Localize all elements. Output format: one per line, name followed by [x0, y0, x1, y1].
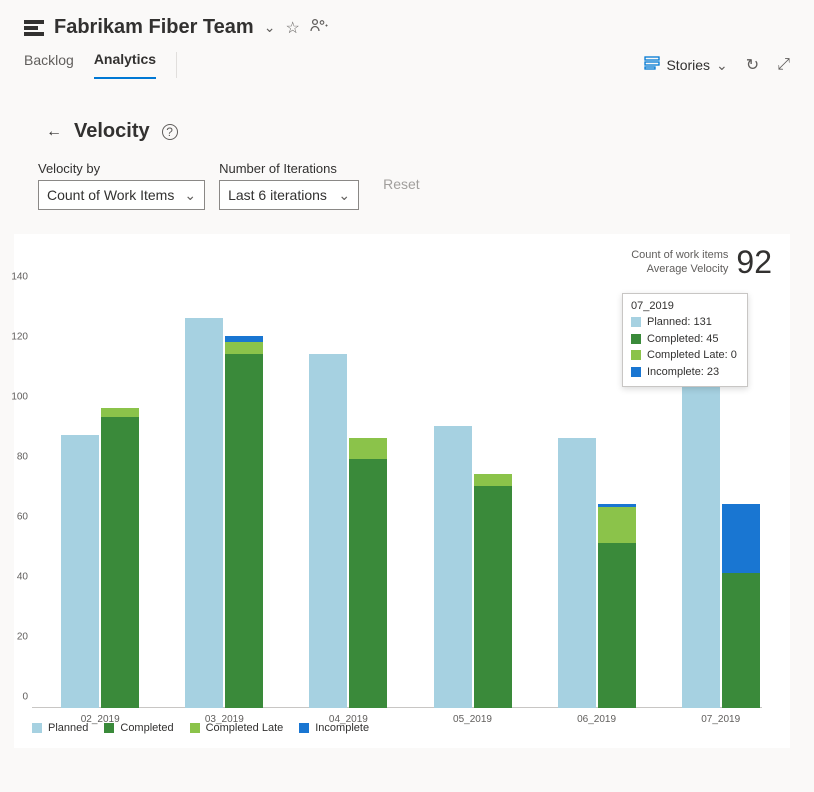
fullscreen-icon[interactable]: ⤢	[777, 56, 790, 74]
swatch-icon	[631, 317, 641, 327]
tooltip-row: Incomplete: 23	[631, 364, 737, 381]
planned-bar	[185, 318, 223, 708]
y-tick-label: 0	[22, 692, 32, 703]
planned-bar	[61, 435, 99, 708]
stories-icon	[644, 56, 660, 75]
swatch-icon	[631, 334, 641, 344]
chevron-down-icon: ⌄	[184, 187, 196, 204]
velocity-by-select[interactable]: Count of Work Items ⌄	[38, 180, 205, 210]
completed-segment	[101, 417, 139, 708]
completed-segment	[598, 543, 636, 708]
tooltip-row: Completed Late: 0	[631, 347, 737, 364]
help-icon[interactable]: ?	[162, 124, 178, 140]
iterations-label: Number of Iterations	[219, 161, 359, 176]
chart-baseline	[32, 707, 762, 708]
team-picker-chevron-icon[interactable]: ⌄	[264, 19, 276, 36]
bar-group[interactable]: 03_2019	[185, 318, 263, 708]
result-stack	[225, 336, 263, 708]
velocity-by-label: Velocity by	[38, 161, 205, 176]
x-tick-label: 02_2019	[61, 708, 139, 725]
swatch-icon	[32, 723, 42, 733]
completed-segment	[722, 573, 760, 708]
chart-plot-area: 02040608010012014002_201903_201904_20190…	[32, 288, 762, 708]
iterations-select[interactable]: Last 6 iterations ⌄	[219, 180, 359, 210]
reset-button[interactable]: Reset	[383, 176, 420, 192]
back-arrow-icon[interactable]: ←	[46, 123, 62, 141]
swatch-icon	[631, 367, 641, 377]
y-tick-label: 100	[11, 392, 32, 403]
velocity-chart: Count of work items Average Velocity 92 …	[14, 234, 790, 748]
incomplete-segment	[722, 504, 760, 573]
swatch-icon	[631, 350, 641, 360]
tooltip-row-label: Incomplete: 23	[647, 364, 719, 381]
chevron-down-icon: ⌄	[338, 187, 350, 204]
x-tick-label: 05_2019	[434, 708, 512, 725]
refresh-icon[interactable]: ↻	[746, 55, 759, 75]
completed-segment	[225, 354, 263, 708]
team-members-icon[interactable]	[310, 18, 328, 37]
result-stack	[349, 438, 387, 708]
completed_late-segment	[598, 507, 636, 543]
stories-dropdown[interactable]: Stories ⌄	[644, 56, 727, 75]
velocity-by-value: Count of Work Items	[47, 187, 174, 203]
x-tick-label: 03_2019	[185, 708, 263, 725]
completed_late-segment	[474, 474, 512, 486]
completed_late-segment	[349, 438, 387, 459]
bar-group[interactable]: 02_2019	[61, 408, 139, 708]
completed_late-segment	[225, 342, 263, 354]
x-tick-label: 06_2019	[558, 708, 636, 725]
completed_late-segment	[101, 408, 139, 417]
y-tick-label: 40	[17, 572, 32, 583]
x-tick-label: 07_2019	[682, 708, 760, 725]
result-stack	[598, 504, 636, 708]
tooltip-title: 07_2019	[631, 300, 737, 312]
y-tick-label: 80	[17, 452, 32, 463]
tabs: Backlog Analytics	[24, 51, 177, 79]
chart-tooltip: 07_2019 Planned: 131Completed: 45Complete…	[622, 293, 748, 387]
planned-bar	[558, 438, 596, 708]
tab-separator	[176, 52, 177, 78]
stories-label: Stories	[666, 57, 710, 73]
bar-group[interactable]: 06_2019	[558, 438, 636, 708]
x-tick-label: 04_2019	[309, 708, 387, 725]
tooltip-row-label: Completed: 45	[647, 331, 719, 348]
completed-segment	[349, 459, 387, 708]
page-title: Velocity	[74, 120, 150, 143]
team-icon	[24, 20, 44, 36]
summary-value: 92	[736, 244, 772, 281]
planned-bar	[309, 354, 347, 708]
y-tick-label: 20	[17, 632, 32, 643]
y-tick-label: 60	[17, 512, 32, 523]
iterations-value: Last 6 iterations	[228, 187, 327, 203]
tooltip-row-label: Planned: 131	[647, 314, 712, 331]
planned-bar	[434, 426, 472, 708]
bar-group[interactable]: 05_2019	[434, 426, 512, 708]
y-tick-label: 140	[11, 272, 32, 283]
tooltip-row: Planned: 131	[631, 314, 737, 331]
completed-segment	[474, 486, 512, 708]
chart-legend: PlannedCompletedCompleted LateIncomplete	[32, 722, 776, 734]
tab-backlog[interactable]: Backlog	[24, 52, 74, 78]
summary-line2: Average Velocity	[631, 263, 728, 276]
tooltip-row: Completed: 45	[631, 331, 737, 348]
swatch-icon	[299, 723, 309, 733]
result-stack	[101, 408, 139, 708]
tab-analytics[interactable]: Analytics	[94, 51, 156, 79]
team-name: Fabrikam Fiber Team	[54, 16, 254, 39]
summary-line1: Count of work items	[631, 249, 728, 262]
y-tick-label: 120	[11, 332, 32, 343]
chevron-down-icon: ⌄	[716, 57, 728, 74]
tooltip-row-label: Completed Late: 0	[647, 347, 737, 364]
result-stack	[474, 474, 512, 708]
result-stack	[722, 504, 760, 708]
bar-group[interactable]: 04_2019	[309, 354, 387, 708]
favorite-star-icon[interactable]: ☆	[285, 18, 299, 38]
